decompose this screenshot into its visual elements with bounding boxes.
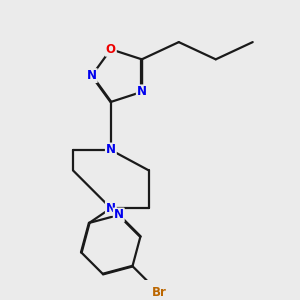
Text: N: N (106, 143, 116, 157)
Text: N: N (114, 208, 124, 221)
Text: N: N (137, 85, 147, 98)
Text: N: N (106, 202, 116, 215)
Text: O: O (106, 43, 116, 56)
Text: Br: Br (152, 286, 167, 299)
Text: N: N (87, 69, 97, 82)
